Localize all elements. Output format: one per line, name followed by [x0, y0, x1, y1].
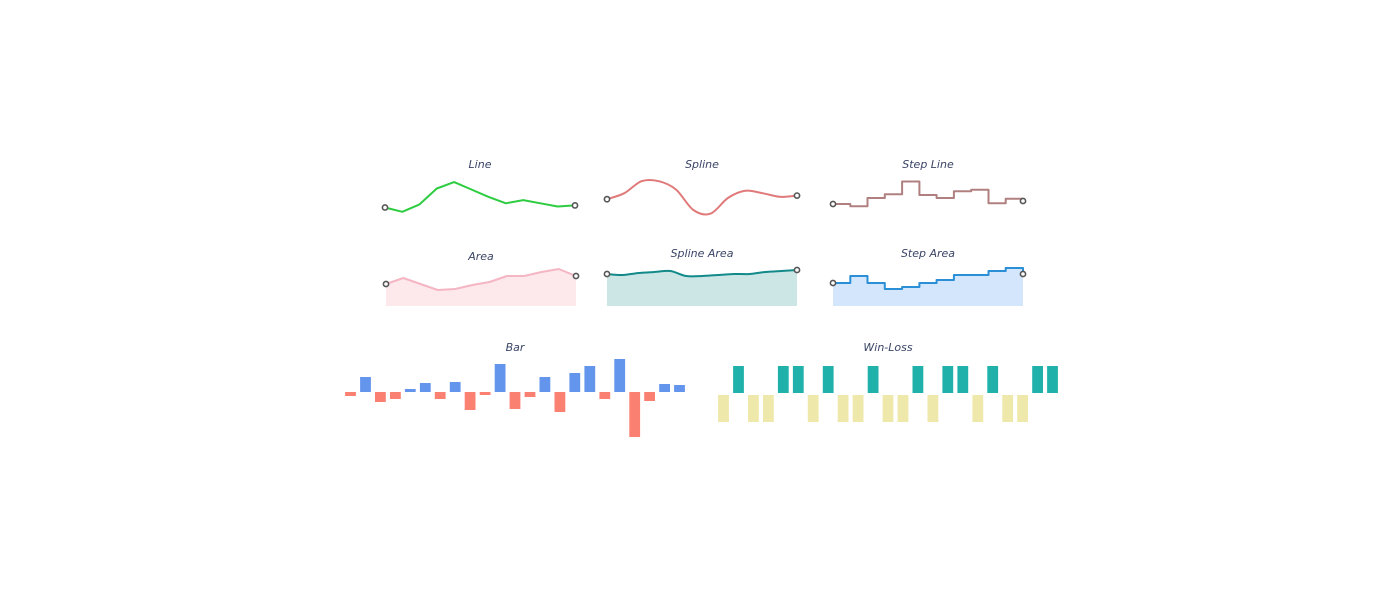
bar-negative: [390, 392, 401, 399]
bar-negative: [763, 395, 774, 422]
sparkline-title: Area: [468, 250, 494, 263]
bar-negative: [554, 392, 566, 412]
sparkline-area: Area: [381, 250, 581, 308]
series-line: [606, 178, 798, 216]
bar-positive: [494, 364, 506, 392]
bar-negative: [807, 395, 819, 422]
bar-positive: [584, 366, 596, 392]
bar-negative: [882, 395, 894, 422]
bar-positive: [614, 359, 626, 392]
bar-negative: [644, 392, 655, 401]
bar-negative: [345, 392, 356, 396]
sparkline-bar-plot: [345, 359, 685, 437]
sparkline-step-line-plot: [829, 180, 1027, 208]
series-line: [833, 180, 1024, 208]
sparkline-title: Line: [468, 158, 492, 171]
bar-positive: [987, 366, 999, 393]
series-line: [606, 269, 798, 278]
bar-positive: [569, 373, 581, 392]
end-marker: [793, 192, 801, 199]
sparkline-title: Bar: [505, 341, 525, 354]
series-line: [385, 268, 577, 291]
sparkline-spline-area: Spline Area: [602, 247, 802, 308]
bar-negative: [434, 392, 446, 399]
bar-negative: [479, 392, 491, 395]
start-marker: [603, 195, 611, 203]
bar-negative: [599, 392, 611, 399]
end-marker: [571, 202, 579, 209]
end-marker: [1019, 270, 1027, 278]
bar-positive: [659, 384, 670, 392]
bar-positive: [733, 366, 744, 393]
sparkline-title: Step Area: [900, 247, 956, 260]
bar-negative: [852, 395, 864, 422]
start-marker: [603, 270, 611, 278]
sparkline-area-plot: [382, 268, 580, 306]
bar-positive: [867, 366, 879, 393]
bar-negative: [927, 395, 939, 422]
bar-positive: [449, 382, 461, 392]
series-line: [384, 181, 576, 213]
bar-positive: [419, 383, 431, 392]
sparkline-spline-area-plot: [603, 266, 801, 306]
series-line: [833, 267, 1024, 290]
end-marker: [793, 266, 801, 274]
sparkline-title: Spline Area: [670, 247, 734, 260]
bar-negative: [748, 395, 759, 422]
bar-positive: [360, 377, 371, 392]
area-fill: [386, 269, 576, 306]
bar-positive: [674, 385, 685, 392]
sparkline-step-line: Step Line: [828, 158, 1028, 220]
sparkline-spline: Spline: [602, 158, 802, 220]
bar-negative: [375, 392, 386, 402]
area-fill: [833, 268, 1023, 306]
bar-positive: [822, 366, 834, 393]
bar-negative: [629, 392, 641, 437]
bar-positive: [957, 366, 969, 393]
bar-positive: [1032, 366, 1043, 393]
sparkline-win-loss-plot: [718, 366, 1058, 422]
sparkline-title: Step Line: [902, 158, 954, 171]
bar-positive: [404, 389, 416, 392]
bar-negative: [837, 395, 849, 422]
sparkline-step-area-plot: [829, 267, 1027, 306]
bar-positive: [942, 366, 954, 393]
start-marker: [381, 204, 389, 211]
bar-positive: [777, 366, 789, 393]
area-fill: [607, 270, 797, 306]
bar-positive: [539, 377, 551, 392]
sparkline-line: Line: [380, 158, 580, 220]
bar-positive: [1047, 366, 1058, 393]
sparkline-line-plot: [381, 181, 579, 213]
sparkline-title: Spline: [685, 158, 719, 171]
sparkline-step-area: Step Area: [828, 247, 1028, 308]
start-marker: [829, 279, 837, 287]
bar-positive: [792, 366, 804, 393]
bar-negative: [1017, 395, 1028, 422]
end-marker: [572, 272, 580, 280]
sparkline-title: Win-Loss: [863, 341, 913, 354]
bar-negative: [972, 395, 984, 422]
bar-negative: [897, 395, 909, 422]
bar-negative: [509, 392, 521, 409]
start-marker: [382, 280, 390, 288]
sparkline-bar: Bar: [343, 341, 687, 441]
bar-negative: [464, 392, 476, 410]
bar-negative: [1002, 395, 1014, 422]
bar-negative: [524, 392, 536, 397]
sparkline-win-loss: Win-Loss: [716, 341, 1060, 425]
bar-positive: [912, 366, 924, 393]
end-marker: [1019, 197, 1027, 205]
start-marker: [829, 200, 837, 208]
sparkline-spline-plot: [603, 178, 801, 216]
bar-negative: [718, 395, 729, 422]
